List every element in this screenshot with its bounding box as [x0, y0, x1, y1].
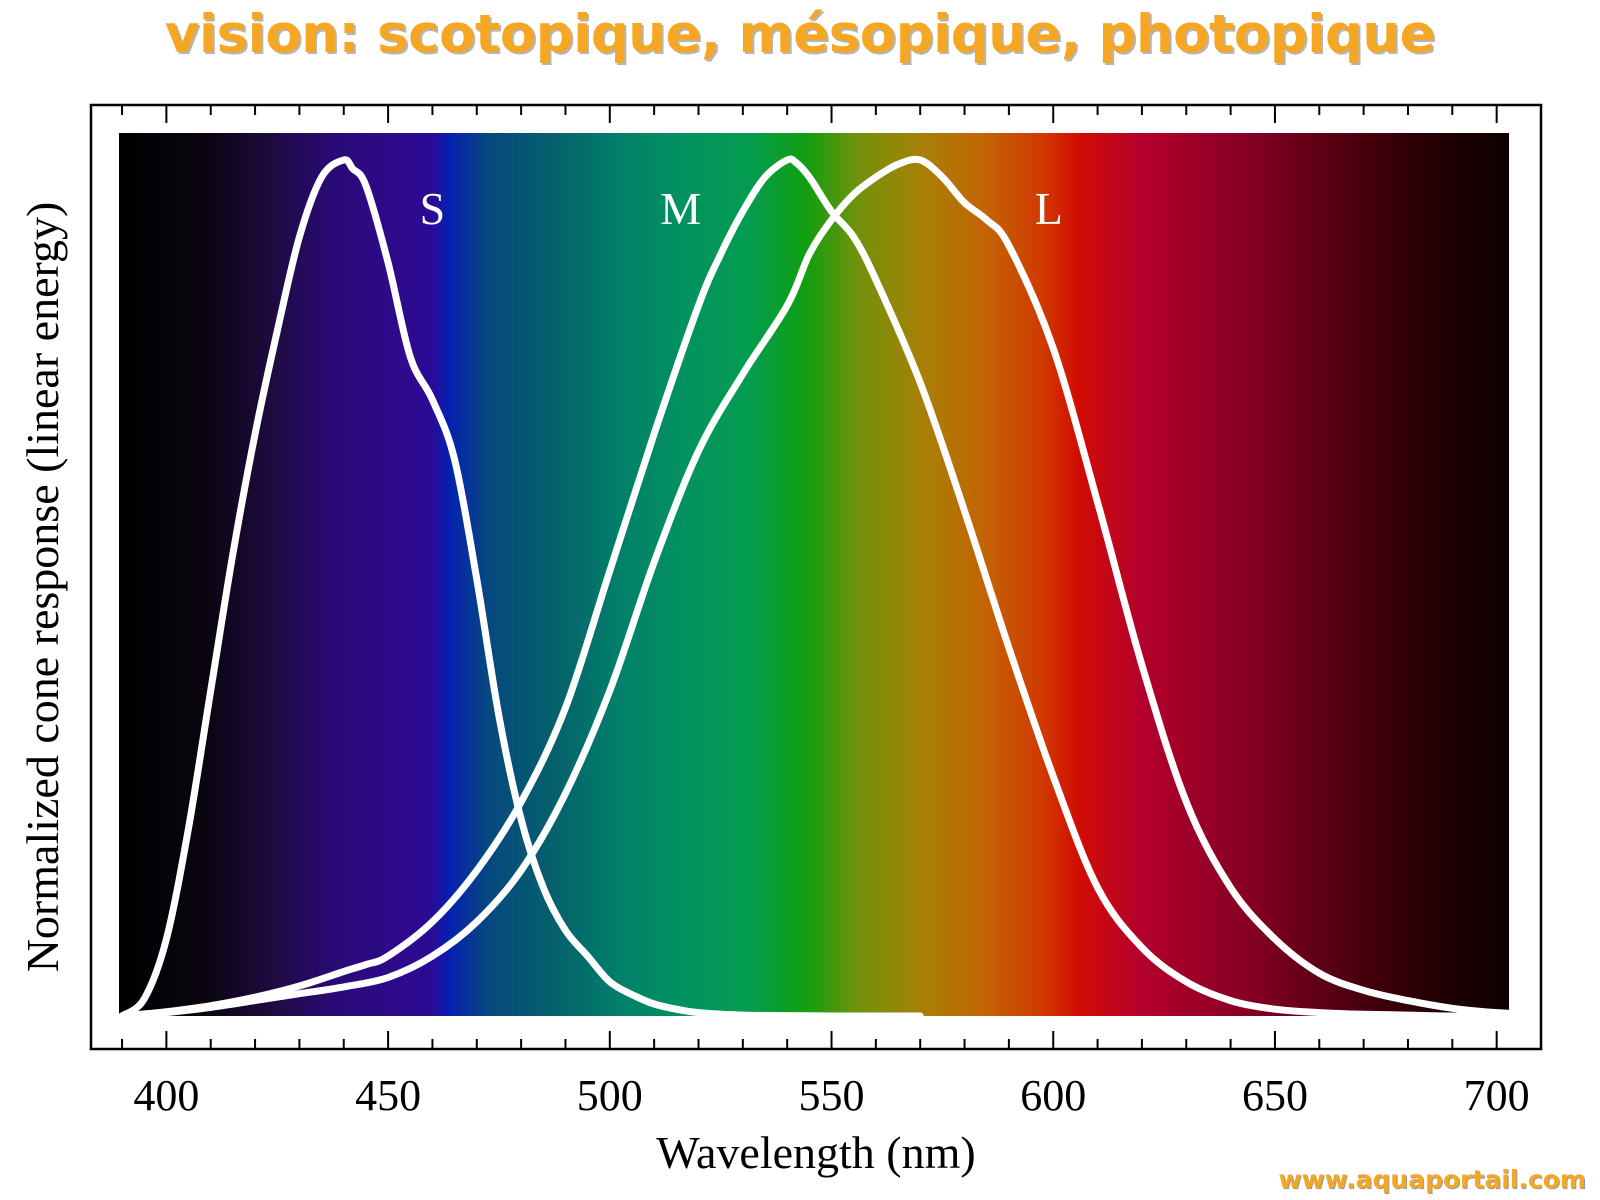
- watermark: www.aquaportail.com: [1278, 1165, 1586, 1194]
- curves-group: [118, 155, 1545, 1020]
- spectrum-background: [119, 133, 1509, 1016]
- plot-frame: [89, 103, 1543, 1051]
- curve-label-s: S: [420, 183, 446, 234]
- curve-label-m: M: [660, 183, 701, 234]
- x-tick-label: 400: [133, 1071, 199, 1120]
- curve-l: [118, 155, 1545, 1020]
- curve-m: [118, 155, 1545, 1020]
- x-tick-label: 700: [1464, 1071, 1530, 1120]
- x-tick-label: 650: [1242, 1071, 1308, 1120]
- x-axis-title: Wavelength (nm): [656, 1127, 975, 1178]
- x-tick-label: 500: [577, 1071, 643, 1120]
- x-ticks-group: 400 450 500 550 600 650 700: [121, 105, 1542, 1120]
- x-tick-label: 550: [799, 1071, 865, 1120]
- x-tick-label: 450: [355, 1071, 421, 1120]
- y-axis-title: Normalized cone response (linear energy): [17, 202, 68, 973]
- curve-s: [118, 156, 924, 1020]
- x-tick-label: 600: [1020, 1071, 1086, 1120]
- curve-label-l: L: [1035, 183, 1063, 234]
- chart-title: vision: scotopique, mésopique, photopiqu…: [164, 4, 1436, 65]
